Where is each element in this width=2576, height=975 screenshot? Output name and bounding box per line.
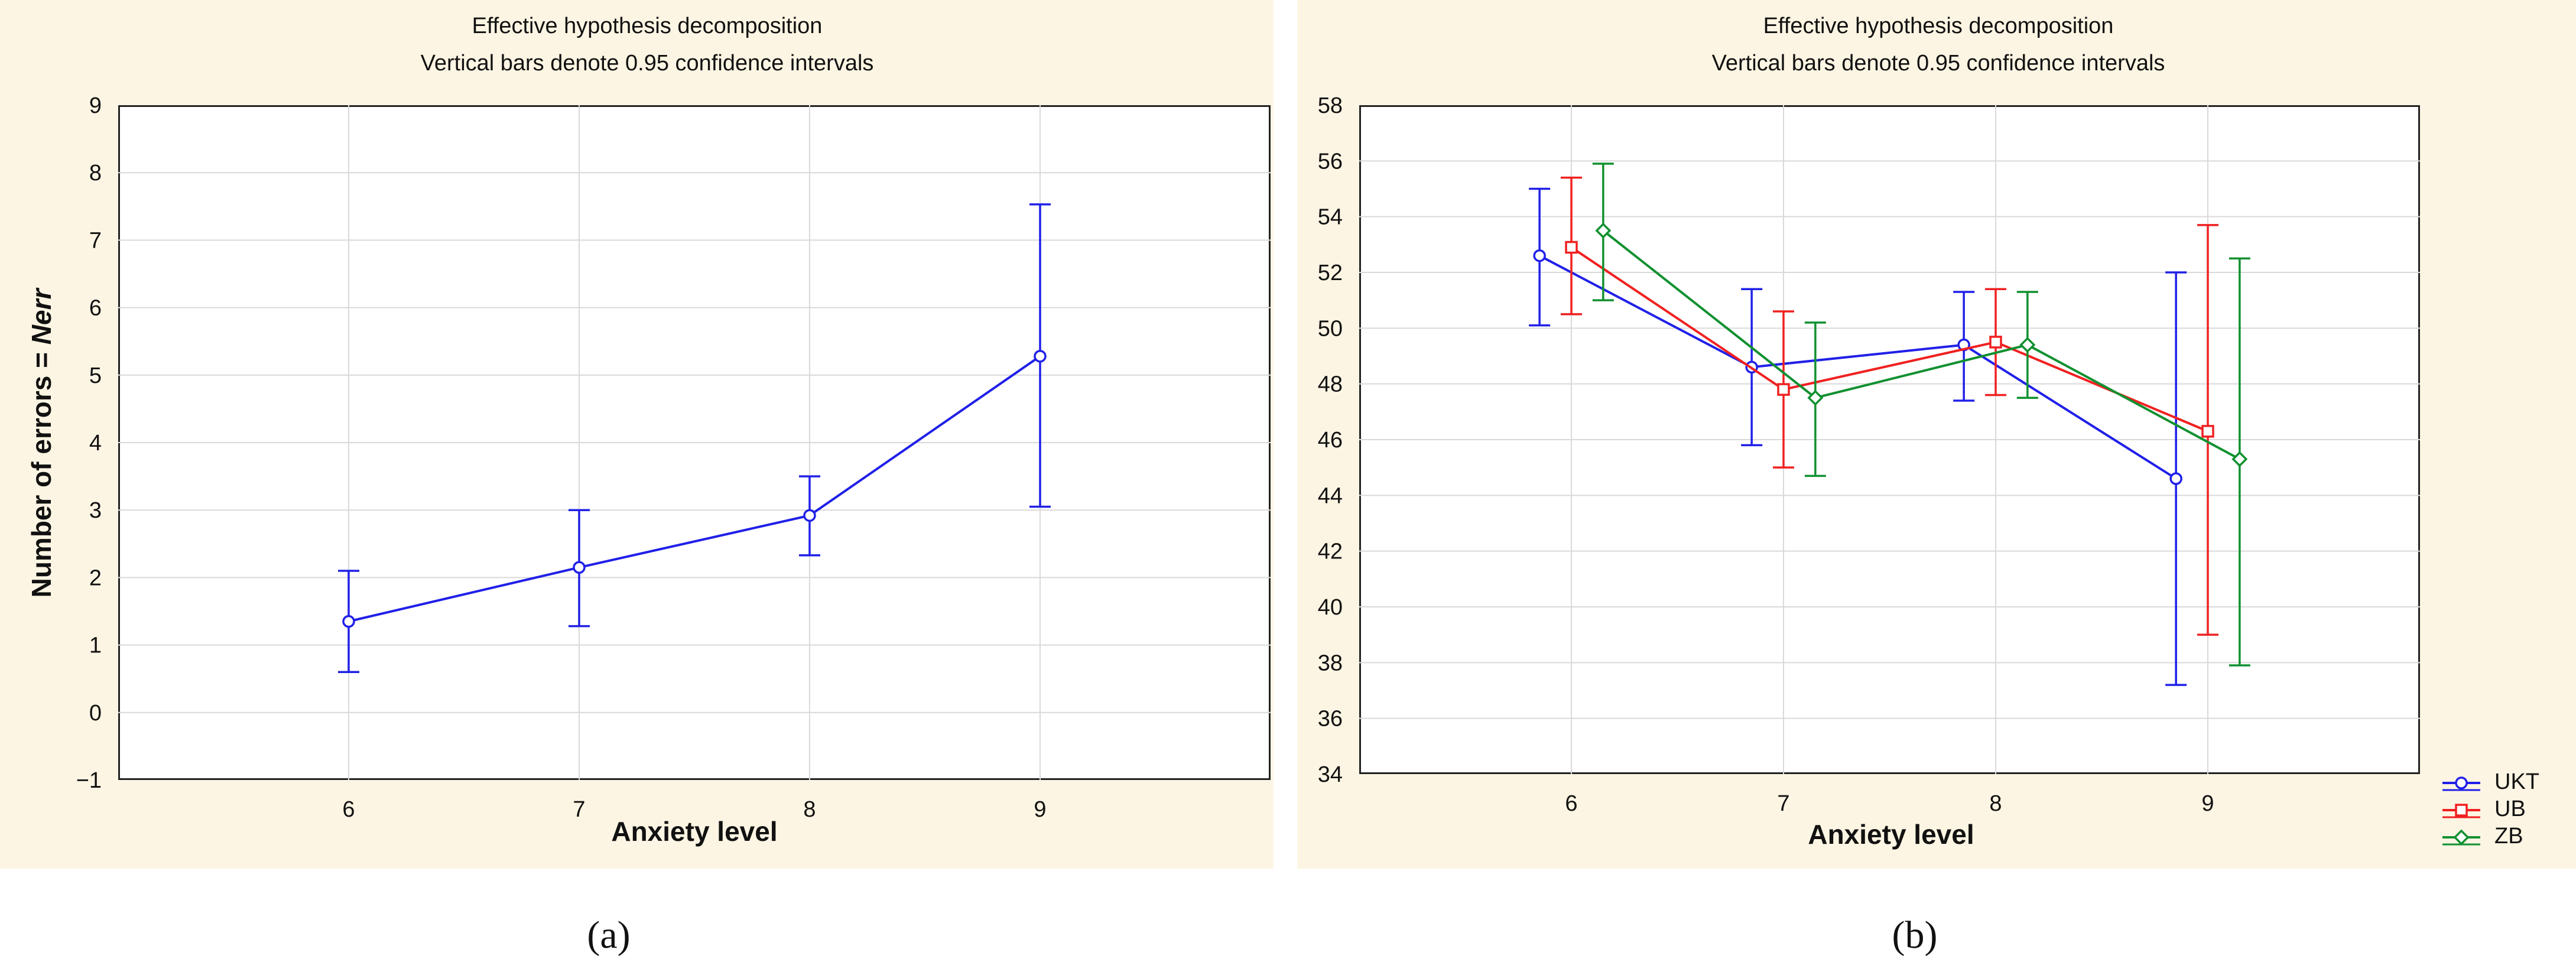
panel-a-title-line1: Effective hypothesis decomposition	[472, 14, 823, 38]
panel-a-y-tick-label: 4	[89, 431, 102, 456]
panel-b-y-tick-label: 44	[1318, 483, 1343, 508]
panel-a-y-tick-label: 2	[89, 566, 102, 590]
panel-a-y-tick-label: 7	[89, 228, 102, 253]
panel-a-y-tick-label: 3	[89, 498, 102, 523]
panel-b-title-line1: Effective hypothesis decomposition	[1763, 14, 2114, 38]
panel-b-series-ub-point	[2201, 425, 2214, 438]
panel-a-x-tick-label: 9	[1034, 797, 1046, 822]
legend-item-zb: ZB	[2438, 824, 2574, 851]
panel-b-y-tick-label: 56	[1318, 149, 1343, 174]
legend-swatch-ukt	[2442, 776, 2480, 791]
panel-b-series-zb-point	[1807, 389, 1824, 406]
panel-b-legend: UKT UB ZB	[2438, 769, 2574, 851]
panel-b-x-tick-label: 9	[2201, 791, 2214, 816]
panel-b-y-tick-label: 46	[1318, 428, 1343, 453]
legend-item-ukt: UKT	[2438, 769, 2574, 797]
panel-b-series-zb-point	[1595, 222, 1612, 239]
panel-b-series-ub-point	[1777, 383, 1790, 396]
panel-a-series-series0-point	[1034, 350, 1047, 363]
panel-b-series-ukt-point	[1533, 249, 1546, 262]
panel-b-series-ub-point	[1565, 240, 1578, 254]
panel-a-y-tick-label: 5	[89, 363, 102, 388]
panel-a-series-series0-line	[348, 355, 1041, 623]
panel-a-series-series0-point	[342, 615, 355, 628]
panel-a-y-tick-label: 1	[89, 633, 102, 658]
panel-b-caption: (b)	[1797, 913, 2033, 958]
panel-b-series-ukt-point	[2169, 472, 2182, 485]
panel-b-series-ub-point	[1989, 336, 2002, 349]
panel-b-series-ub-line	[1570, 246, 2208, 433]
panel-a-x-tick-label: 6	[342, 797, 355, 822]
panel-b-caption-text: (b)	[1892, 914, 1938, 957]
legend-swatch-marker	[2455, 804, 2468, 817]
panel-a-title-line2: Vertical bars denote 0.95 confidence int…	[420, 51, 874, 76]
panel-b-x-tick-label: 8	[1989, 791, 2002, 816]
panel-b-y-tick-label: 52	[1318, 261, 1343, 285]
legend-label-zb: ZB	[2494, 824, 2523, 849]
panel-a-y-tick-label: 0	[89, 701, 102, 726]
panel-b-y-tick-label: 48	[1318, 372, 1343, 397]
panel-b-y-tick-label: 36	[1318, 707, 1343, 732]
panel-b-series-zb-line	[1602, 229, 2240, 460]
panel-a-x-tick-label: 7	[573, 797, 585, 822]
legend-swatch-ub	[2442, 804, 2480, 818]
panel-a-caption: (a)	[490, 913, 727, 958]
panel-b-y-tick-label: 54	[1318, 205, 1343, 230]
panel-b-y-tick-label: 42	[1318, 540, 1343, 564]
panel-a-y-tick-label: 6	[89, 296, 102, 321]
panel-a-caption-text: (a)	[587, 914, 631, 957]
legend-item-ub: UB	[2438, 797, 2574, 824]
panel-b-y-tick-label: 38	[1318, 651, 1343, 675]
panel-b-x-axis-label: Anxiety level	[1808, 819, 1974, 850]
panel-b-x-tick-label: 7	[1777, 791, 1789, 816]
legend-swatch-zb	[2442, 829, 2480, 846]
panel-a-y-tick-label: 8	[89, 161, 102, 186]
panel-a-series-series0-point	[803, 509, 816, 522]
panel-a-y-tick-label: −1	[76, 768, 102, 793]
panel-b-y-tick-label: 58	[1318, 93, 1343, 118]
panel-b-x-tick-label: 6	[1565, 791, 1577, 816]
panel-a-series-series0-point	[573, 561, 586, 574]
panel-b-y-tick-label: 40	[1318, 595, 1343, 620]
panel-b-series-zb-point	[2231, 451, 2248, 467]
panel-b-series-zb-point	[2019, 337, 2036, 353]
legend-label-ub: UB	[2494, 797, 2526, 821]
panel-b-y-tick-label: 34	[1318, 762, 1343, 787]
panel-b-y-tick-label: 50	[1318, 316, 1343, 341]
panel-b-title-line2: Vertical bars denote 0.95 confidence int…	[1711, 51, 2165, 76]
legend-swatch-marker	[2455, 776, 2468, 789]
legend-label-ukt: UKT	[2494, 769, 2539, 794]
panel-a-x-tick-label: 8	[803, 797, 816, 822]
panel-a-x-axis-label: Anxiety level	[611, 816, 778, 847]
legend-swatch-marker	[2453, 829, 2470, 846]
panel-a-y-tick-label: 9	[89, 93, 102, 118]
panel-b-series-ukt-line	[1539, 254, 2177, 480]
